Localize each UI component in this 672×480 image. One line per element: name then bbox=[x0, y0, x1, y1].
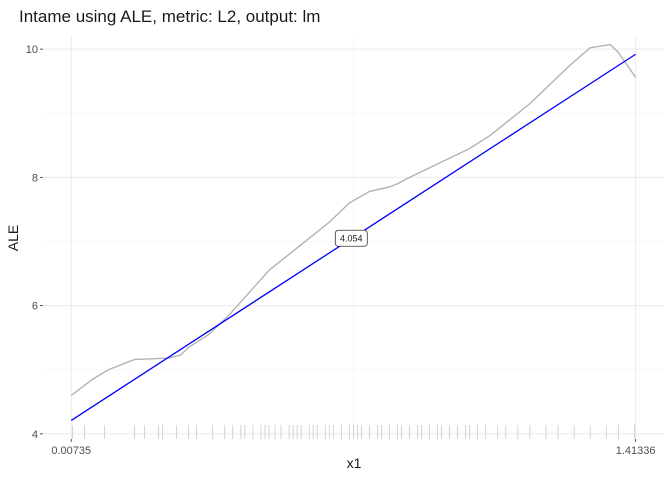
y-axis-title: ALE bbox=[5, 225, 21, 251]
chart-title: Intame using ALE, metric: L2, output: lm bbox=[19, 7, 320, 26]
y-tick-label: 6 bbox=[32, 301, 38, 313]
rug-layer bbox=[72, 425, 635, 439]
x-tick-label: 1.41336 bbox=[616, 445, 656, 457]
annotation-box bbox=[334, 229, 368, 247]
annotation-layer: 4.054 bbox=[334, 229, 368, 247]
y-tick-label: 4 bbox=[32, 429, 38, 441]
y-tick-label: 10 bbox=[26, 44, 38, 56]
x-tick-label: 0.00735 bbox=[51, 445, 91, 457]
y-tick-label: 8 bbox=[32, 172, 38, 184]
ale-curve-line bbox=[70, 43, 637, 396]
x-axis-title: x1 bbox=[347, 455, 362, 471]
tick-layer: 4 6 8 10 0.00735 1.41336 bbox=[26, 44, 656, 457]
annotation-label: 4.054 bbox=[340, 233, 363, 243]
